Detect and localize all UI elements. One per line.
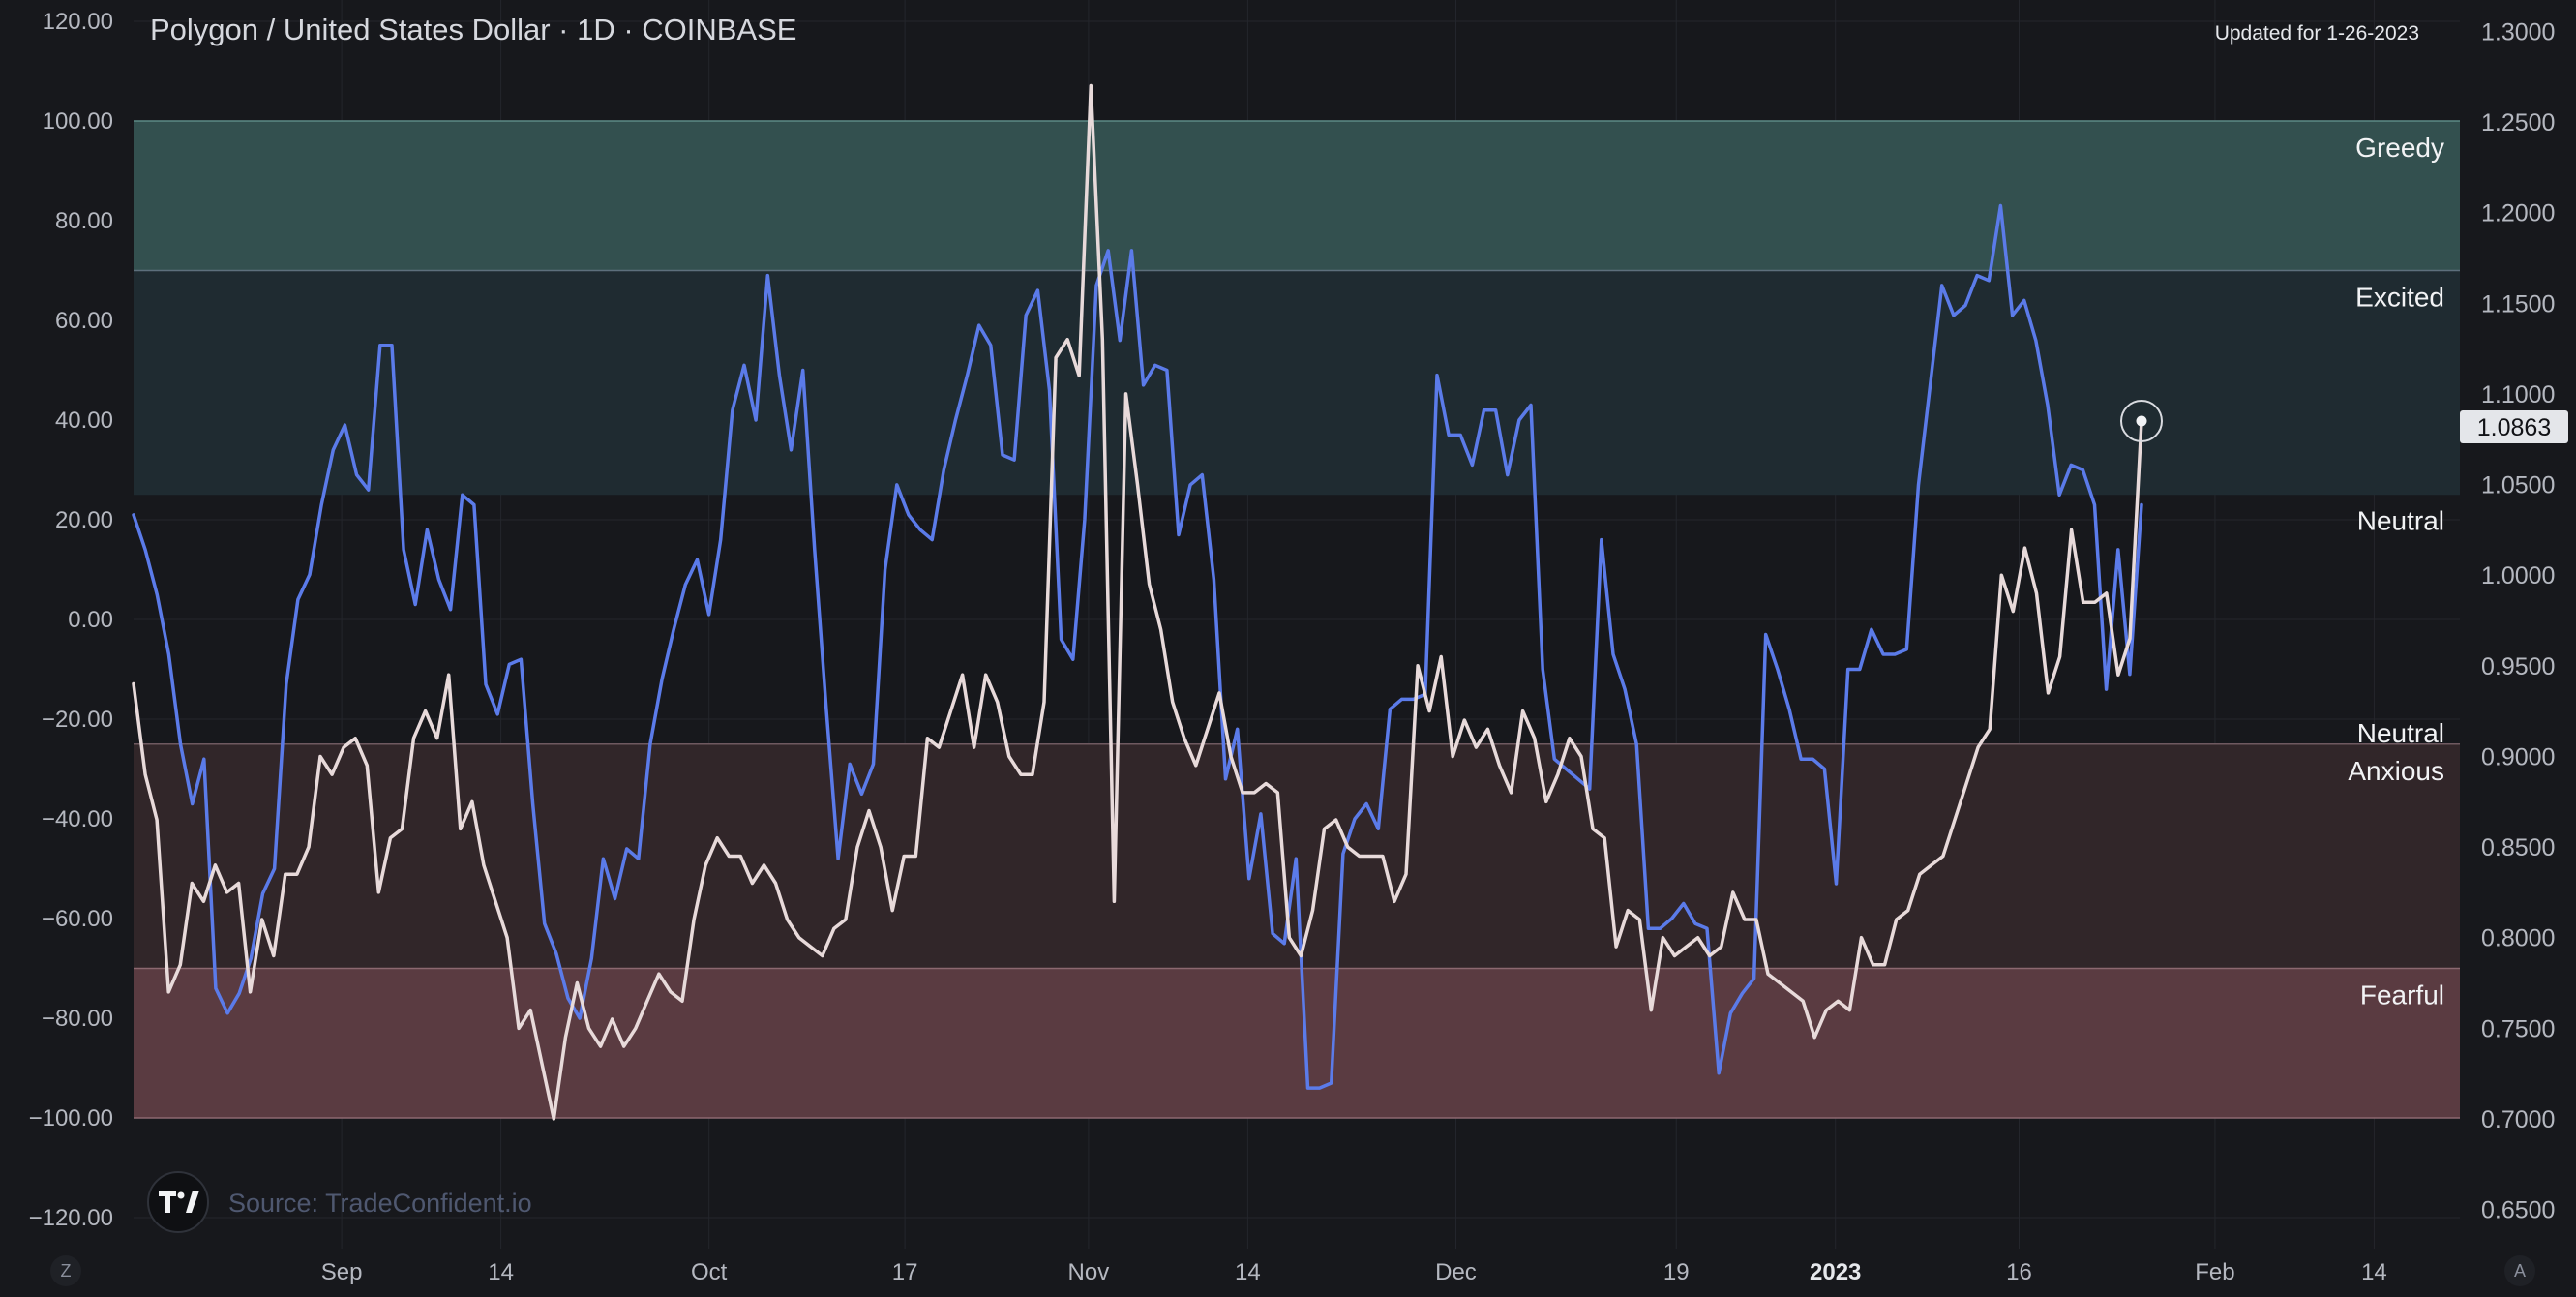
y-left-tick-label: 120.00	[43, 9, 113, 35]
corner-left-label: Z	[61, 1261, 72, 1281]
y-left-tick-label: 20.00	[55, 507, 113, 533]
y-left-tick-label: −100.00	[29, 1105, 113, 1131]
last-price-ring	[2120, 400, 2163, 442]
last-price-point	[2136, 415, 2147, 427]
auto-scale-right-button[interactable]: A	[2504, 1255, 2535, 1286]
x-tick-label: 16	[2006, 1259, 2032, 1285]
y-right-tick-label: 0.8500	[2481, 834, 2555, 861]
x-tick-label: 19	[1663, 1259, 1690, 1285]
zone-label-fearful-5: Fearful	[2360, 980, 2444, 1010]
y-right-tick-label: 0.7500	[2481, 1015, 2555, 1042]
x-tick-label: Feb	[2195, 1259, 2234, 1285]
tradingview-logo-icon[interactable]	[147, 1171, 209, 1233]
y-left-tick-label: −40.00	[42, 806, 113, 832]
series-layer	[132, 83, 2163, 1121]
y-right-tick-label: 1.2000	[2481, 200, 2555, 227]
zone-label-anxious-4: Anxious	[2348, 756, 2444, 786]
y-right-tick-label: 0.7000	[2481, 1106, 2555, 1133]
x-tick-label: 14	[488, 1259, 514, 1285]
x-tick-label: 17	[892, 1259, 918, 1285]
auto-scale-left-button[interactable]: Z	[50, 1255, 81, 1286]
x-tick-label: Nov	[1068, 1259, 1110, 1285]
y-left-tick-label: 60.00	[55, 308, 113, 334]
y-right-tick-label: 1.0500	[2481, 472, 2555, 499]
x-tick-label: 2023	[1810, 1259, 1861, 1285]
zone-greedy	[134, 121, 2460, 271]
x-tick-label: 14	[1235, 1259, 1261, 1285]
y-right-tick-label: 1.1500	[2481, 290, 2555, 317]
y-right-tick-label: 1.2500	[2481, 109, 2555, 136]
zone-label-neutral-2: Neutral	[2357, 505, 2444, 535]
y-left-tick-label: −60.00	[42, 906, 113, 932]
y-left-tick-label: 80.00	[55, 208, 113, 234]
source-label: Source: TradeConfident.io	[228, 1189, 532, 1218]
zone-label-greedy-0: Greedy	[2355, 133, 2444, 163]
y-left-tick-label: −80.00	[42, 1006, 113, 1032]
y-left-tick-label: 100.00	[43, 108, 113, 135]
y-right-tick-label: 0.9000	[2481, 743, 2555, 770]
sentiment-zones: Greedy Excited Neutral Neutral Anxious Fearfu…	[134, 120, 2460, 1119]
y-left-tick-label: 0.00	[68, 607, 113, 633]
y-right-tick-label: 0.9500	[2481, 653, 2555, 680]
price-line	[132, 83, 2143, 1121]
y-left-tick-label: −20.00	[42, 707, 113, 733]
x-tick-label: Oct	[691, 1259, 728, 1285]
chart-title: Polygon / United States Dollar · 1D · CO…	[150, 13, 796, 46]
y-right-tick-label: 1.1000	[2481, 381, 2555, 408]
x-tick-label: Dec	[1435, 1259, 1477, 1285]
y-right-tick-label: 0.8000	[2481, 925, 2555, 952]
zone-excited	[134, 270, 2460, 496]
last-price-value: 1.0863	[2477, 414, 2551, 441]
x-tick-label: Sep	[321, 1259, 363, 1285]
x-tick-label: 14	[2361, 1259, 2387, 1285]
y-left-tick-label: −120.00	[29, 1205, 113, 1231]
updated-label: Updated for 1-26-2023	[2215, 22, 2419, 45]
zone-label-neutral-3: Neutral	[2357, 718, 2444, 748]
y-right-tick-label: 1.0000	[2481, 562, 2555, 589]
y-left-tick-label: 40.00	[55, 407, 113, 434]
right-y-axis: 1.3000 1.2500 1.2000 1.1500 1.1000 1.0500 1.00…	[2481, 18, 2555, 1223]
left-y-axis: 120.00 100.00 80.00 60.00 40.00 20.00 0.00 −20.…	[29, 9, 113, 1231]
x-axis: Sep 14 Oct 17 Nov 14 Dec 19 2023 16 Feb 14	[321, 1259, 2387, 1285]
sentiment-line	[132, 203, 2143, 1090]
corner-right-label: A	[2514, 1261, 2526, 1281]
zone-fearful	[134, 968, 2460, 1118]
last-price-tag: 1.0863	[2460, 410, 2568, 443]
zone-label-excited-1: Excited	[2355, 283, 2444, 313]
y-right-tick-label: 0.6500	[2481, 1197, 2555, 1224]
y-right-tick-label: 1.3000	[2481, 18, 2555, 45]
zone-anxious	[134, 743, 2460, 969]
